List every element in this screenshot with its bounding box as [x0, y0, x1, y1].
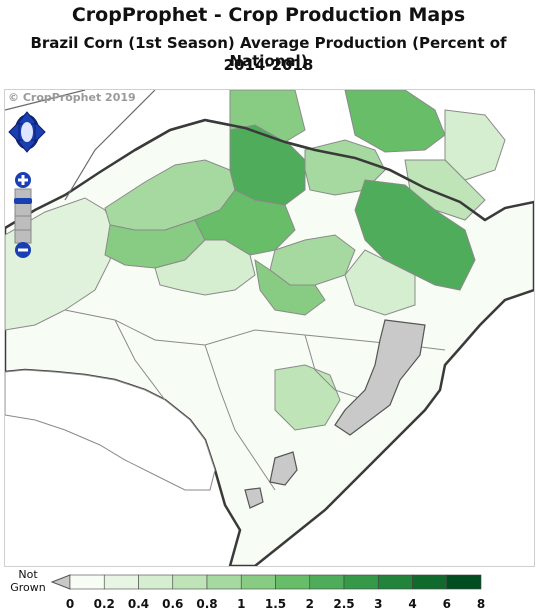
lagoon-water-south	[244, 487, 264, 509]
legend-swatch	[206, 574, 242, 590]
lagoon-water	[334, 319, 426, 436]
zoom-slider-handle[interactable]	[14, 198, 32, 204]
copyright-text: © CropProphet 2019	[8, 91, 136, 104]
legend-tick-label: 0.6	[162, 597, 184, 611]
legend-swatch	[69, 574, 105, 590]
legend-swatch	[172, 574, 208, 590]
map-period: 2014-2018	[223, 56, 314, 74]
lagoon-water-small	[269, 451, 298, 486]
legend-swatch	[309, 574, 345, 590]
legend-tick-label: 1.5	[264, 597, 287, 611]
region-east-light[interactable]	[344, 249, 416, 316]
not-grown-swatch	[50, 574, 71, 590]
legend-swatch	[343, 574, 379, 590]
region-north-east-2[interactable]	[344, 90, 446, 153]
region-northeast-far[interactable]	[444, 109, 506, 181]
legend-tick-label: 2.5	[333, 597, 355, 611]
region-southwest[interactable]	[5, 369, 216, 491]
region-south-central[interactable]	[274, 364, 341, 431]
color-legend: Not Grown 0 0.2 0.4 0.6 0.8 1 1.5 2 2.5 3 4 6 8	[0, 566, 537, 616]
legend-tick-label: 6	[442, 597, 451, 611]
not-grown-label-line2: Grown	[10, 581, 46, 594]
region-center-2[interactable]	[254, 258, 326, 316]
not-grown-label: Not Grown	[6, 568, 50, 594]
legend-tick-label: 0.8	[196, 597, 218, 611]
country-border-west	[5, 90, 86, 111]
legend-tick-label: 2	[305, 597, 314, 611]
legend-swatch	[446, 574, 482, 590]
legend-swatch	[138, 574, 174, 590]
legend-swatch	[240, 574, 276, 590]
legend-swatch	[103, 574, 139, 590]
legend-tick-label: 0	[65, 597, 75, 611]
not-grown-label-line1: Not	[18, 568, 38, 581]
legend-swatch	[275, 574, 311, 590]
legend-swatch	[412, 574, 448, 590]
legend-tick-label: 1	[237, 597, 246, 611]
region-west[interactable]	[5, 197, 116, 331]
region-border	[114, 319, 166, 401]
legend-tick-label: 4	[408, 597, 417, 611]
legend-bar	[50, 574, 482, 590]
region-center-light[interactable]	[154, 239, 256, 296]
map-canvas	[5, 90, 534, 566]
region-east-main[interactable]	[354, 179, 476, 291]
plus-icon[interactable]	[15, 172, 31, 188]
legend-tick-label: 0.4	[127, 597, 150, 611]
minus-icon[interactable]	[15, 242, 31, 258]
legend-tick-label: 3	[374, 597, 383, 611]
state-border-north	[134, 118, 486, 222]
country-border-northwest	[64, 90, 156, 201]
map-navigation	[8, 111, 46, 258]
legend-tick-label: 0.2	[93, 597, 115, 611]
map-title: CropProphet - Crop Production Maps	[71, 4, 466, 26]
map-view[interactable]: © CropProphet 2019	[4, 89, 535, 567]
pan-arrows-icon[interactable]	[8, 111, 46, 153]
legend-swatch	[377, 574, 413, 590]
map-subtitle: Brazil Corn (1st Season) Average Product…	[30, 34, 507, 70]
region-border	[204, 344, 276, 491]
legend-tick-label: 8	[476, 597, 486, 611]
